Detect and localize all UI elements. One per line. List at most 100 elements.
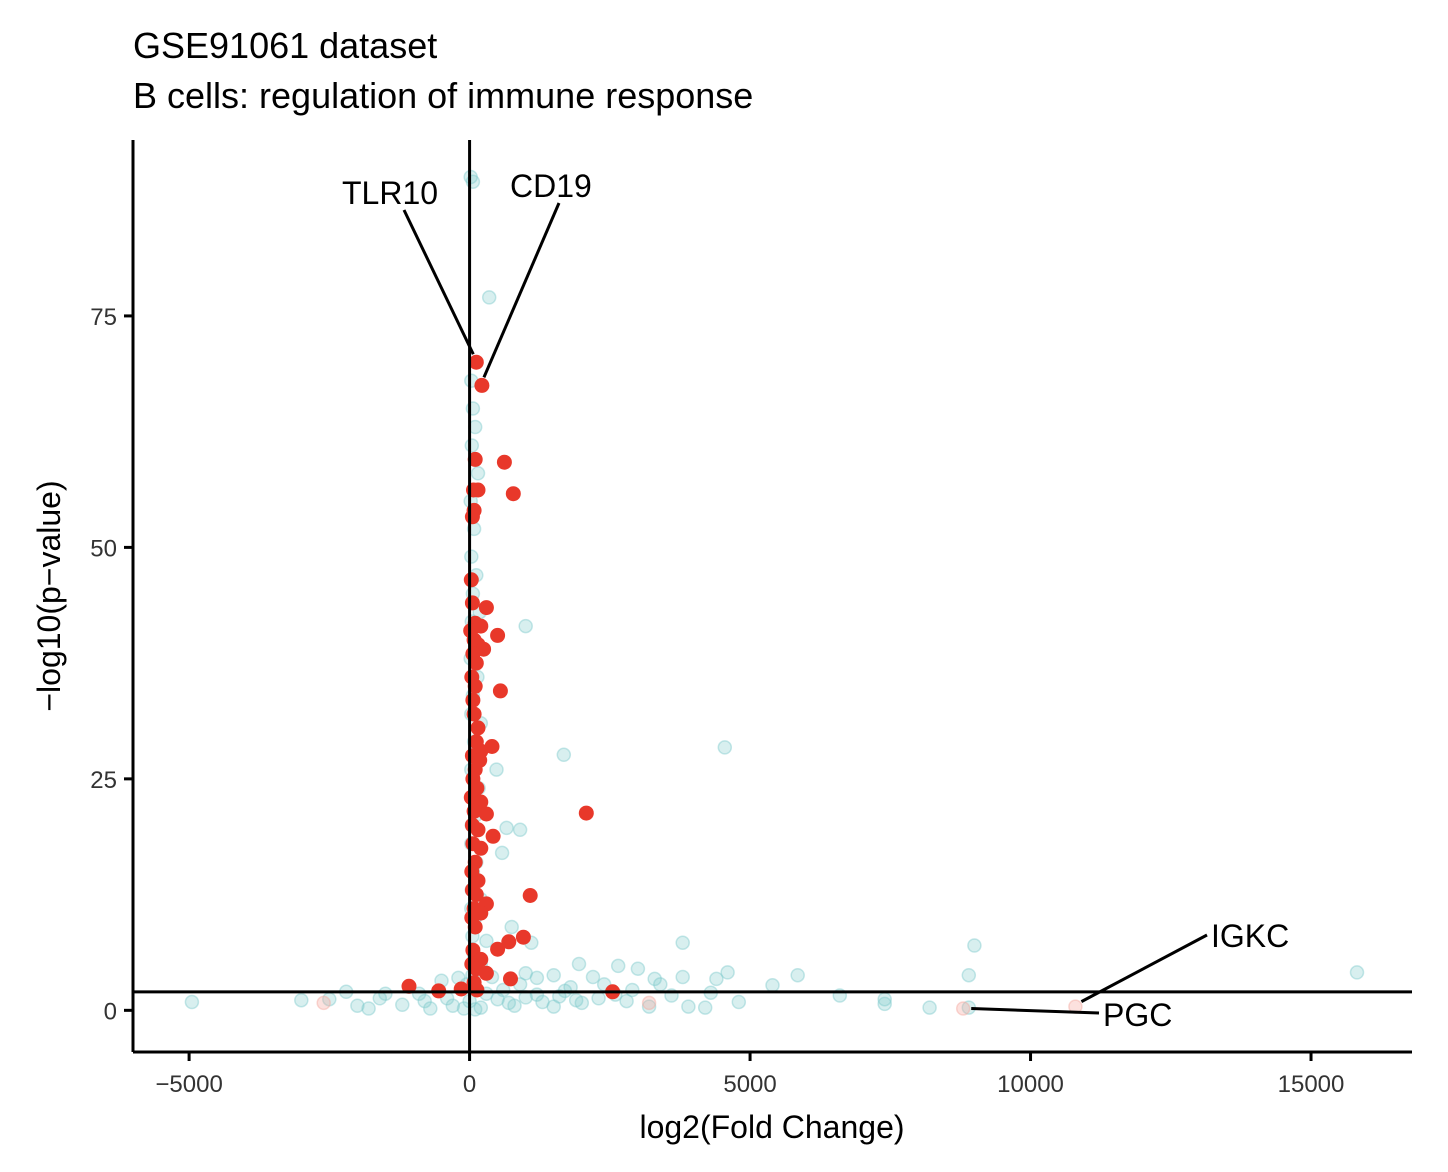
teal-point: [591, 991, 606, 1006]
teal-point: [423, 1001, 438, 1016]
red-point: [485, 828, 501, 844]
leader-line-pgc: [971, 1006, 1100, 1015]
red-point: [501, 934, 517, 950]
leader-line-cd19: [482, 202, 561, 378]
y-tick-label: 25: [90, 767, 117, 794]
teal-point: [507, 998, 522, 1013]
teal-point: [717, 740, 733, 755]
red-point: [468, 655, 484, 671]
teal-point: [546, 967, 561, 983]
red-point: [492, 683, 508, 699]
red-point: [473, 840, 489, 856]
gene-label-tlr10: TLR10: [342, 175, 438, 211]
teal-point: [709, 971, 724, 987]
red-point: [478, 965, 494, 981]
teal-point: [481, 290, 497, 305]
chart-title: GSE91061 dataset: [133, 25, 437, 66]
red-point: [505, 486, 521, 502]
leader-line-igkc: [1080, 933, 1208, 1003]
teal-point: [464, 438, 480, 453]
pink-point: [641, 995, 657, 1011]
red-point: [468, 354, 484, 370]
red-point: [578, 805, 594, 821]
teal-point: [499, 820, 514, 836]
red-point: [474, 377, 490, 393]
teal-point: [473, 1000, 489, 1015]
chart-subtitle: B cells: regulation of immune response: [133, 75, 753, 116]
teal-point: [535, 994, 550, 1010]
teal-point: [610, 958, 626, 974]
leader-line-tlr10: [402, 209, 475, 355]
teal-point: [619, 993, 634, 1009]
teal-point: [647, 971, 662, 987]
teal-point: [1349, 965, 1365, 980]
teal-point: [294, 992, 309, 1008]
red-point: [469, 982, 485, 998]
teal-point: [790, 967, 805, 983]
teal-point: [470, 466, 486, 481]
teal-point: [464, 549, 479, 564]
teal-point: [675, 935, 690, 950]
gene-labels: TLR10 CD19 IGKC PGC: [342, 168, 1289, 1033]
teal-point: [574, 995, 590, 1011]
teal-point: [731, 994, 747, 1010]
x-tick-label: −5000: [155, 1071, 222, 1098]
red-point: [463, 572, 479, 588]
teal-point: [571, 956, 587, 972]
teal-point: [445, 998, 461, 1013]
teal-point: [556, 747, 572, 763]
red-point: [467, 919, 483, 935]
teal-point: [395, 997, 410, 1013]
teal-point: [361, 1001, 376, 1016]
teal-point: [417, 993, 432, 1009]
data-points: [184, 169, 1365, 1017]
red-point: [465, 692, 481, 708]
y-tick-label: 75: [90, 304, 117, 331]
pink-point: [955, 1001, 971, 1016]
red-point: [478, 600, 494, 616]
pink-point: [316, 995, 331, 1011]
teal-point: [568, 992, 584, 1008]
teal-point: [641, 999, 657, 1014]
red-point: [467, 451, 483, 467]
red-point: [470, 822, 486, 838]
teal-point: [630, 961, 646, 976]
red-point: [522, 888, 538, 903]
teal-point: [765, 978, 780, 993]
red-point: [490, 941, 506, 957]
teal-point: [653, 977, 668, 992]
gene-label-pgc: PGC: [1103, 997, 1172, 1033]
teal-point: [512, 822, 528, 838]
teal-point: [922, 1000, 937, 1015]
red-point: [464, 595, 480, 611]
teal-point: [546, 999, 561, 1014]
x-tick-label: 10000: [997, 1071, 1064, 1098]
teal-point: [184, 994, 200, 1010]
red-point: [467, 678, 483, 694]
teal-point: [518, 618, 533, 634]
red-point: [490, 627, 506, 643]
red-point: [496, 454, 512, 470]
y-axis-ticks: 0 25 50 75: [90, 304, 133, 1025]
x-tick-label: 5000: [723, 1071, 776, 1098]
red-point: [478, 806, 494, 822]
teal-point: [518, 966, 533, 981]
y-tick-label: 0: [104, 998, 117, 1025]
teal-point: [967, 938, 982, 953]
teal-point: [681, 999, 696, 1014]
red-point: [470, 720, 486, 736]
x-tick-label: 0: [463, 1071, 476, 1098]
y-tick-label: 50: [90, 535, 117, 562]
teal-point: [489, 762, 504, 777]
teal-point: [877, 996, 892, 1012]
teal-point: [697, 1000, 713, 1015]
teal-point: [479, 933, 494, 949]
teal-point: [529, 970, 545, 986]
red-point: [470, 482, 486, 498]
teal-point: [494, 845, 510, 861]
gene-label-cd19: CD19: [510, 168, 592, 204]
teal-point: [720, 965, 735, 980]
x-tick-label: 15000: [1278, 1071, 1345, 1098]
gene-label-igkc: IGKC: [1211, 918, 1289, 954]
